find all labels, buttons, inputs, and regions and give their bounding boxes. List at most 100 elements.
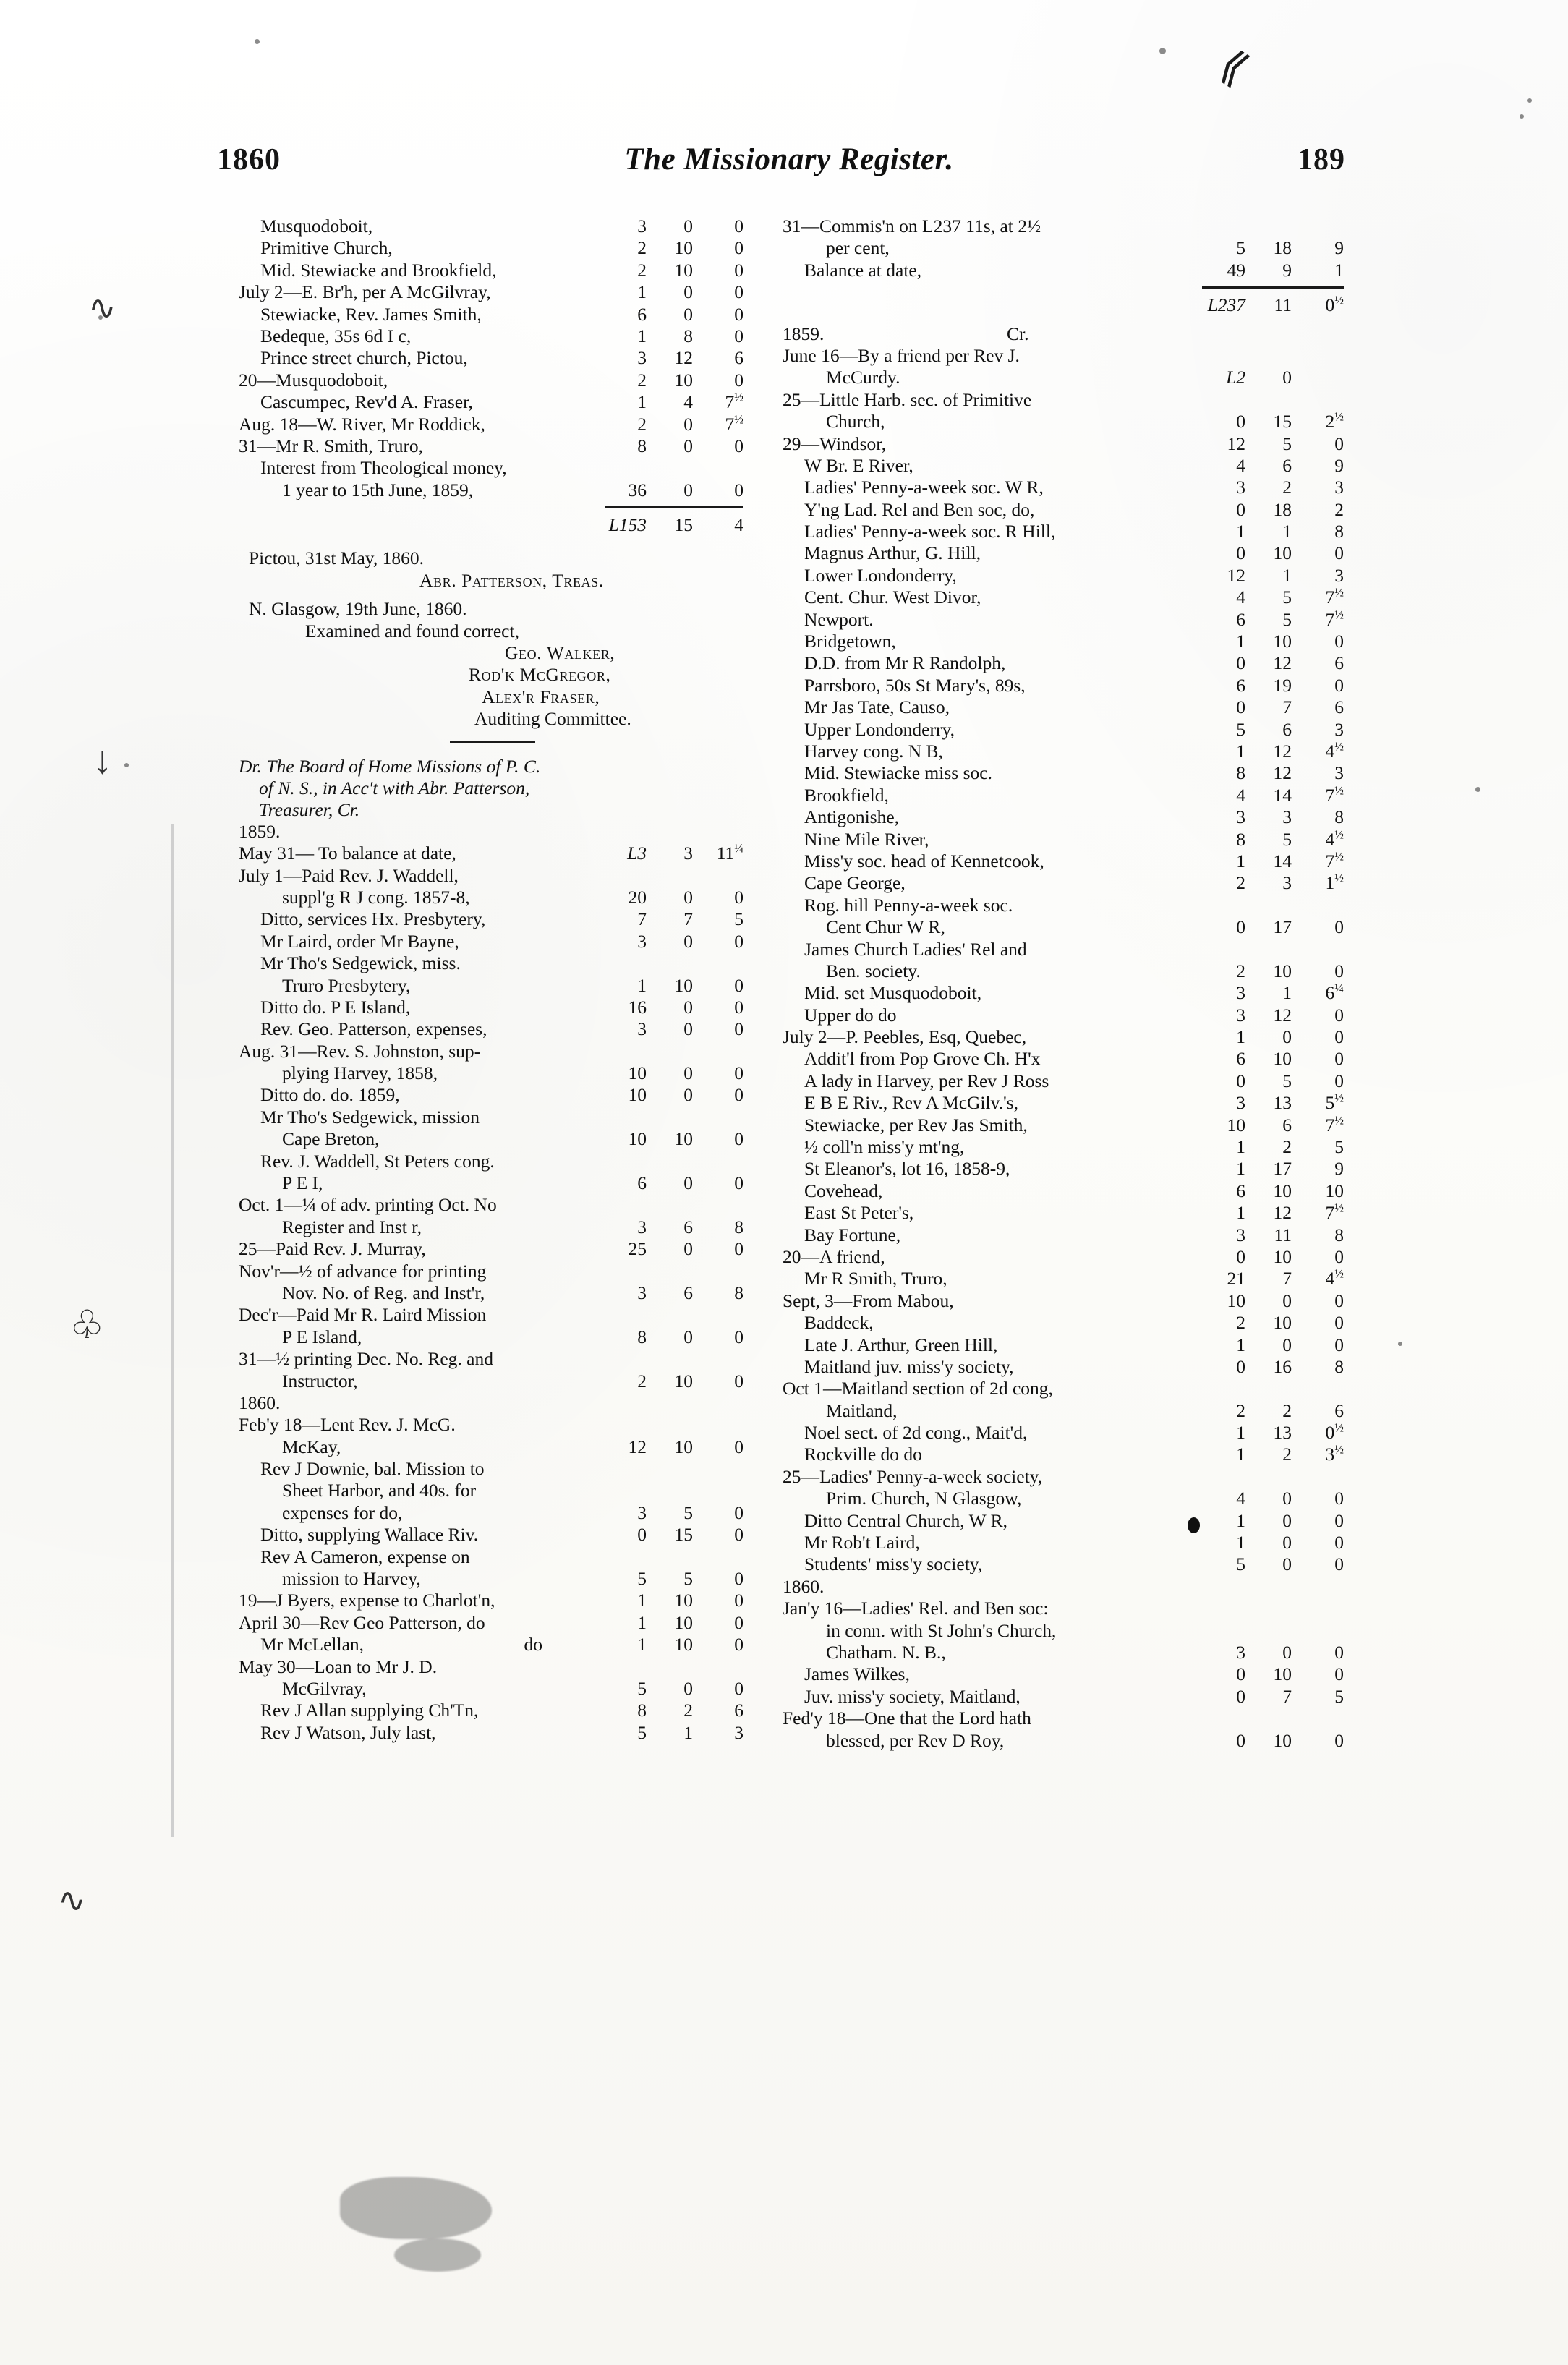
amount-shillings: 0 [1282,1488,1292,1509]
ledger-entry-label: Mr Jas Tate, Causo, [804,696,950,718]
scan-speckle [1475,787,1480,792]
amount-shillings: 10 [674,369,694,391]
ledger-entry-row: Church, 0 15 2½ [783,411,1354,432]
amount-pounds: 3 [1236,1092,1245,1114]
amount-shillings: 10 [674,1611,694,1633]
audit-place-date: N. Glasgow, 19th June, 1860. [249,598,467,620]
ledger-entry-label: 31—Mr R. Smith, Truro, [239,435,424,456]
ledger-entry-row: in conn. with St John's Church, [783,1620,1354,1642]
ledger-entry-row: Ditto Central Church, W R, 1 0 0 [783,1510,1354,1532]
ledger-entry-row: per cent, 5 18 9 [783,237,1354,259]
amount-pence: 0 [734,479,743,500]
amount-shillings: 12 [1273,1004,1292,1026]
ledger-entry-row: Brookfield, 4 14 7½ [783,784,1354,806]
amount-pounds: 2 [1236,1399,1245,1421]
scan-speckle [1527,98,1532,103]
ledger-entry-label: Cent Chur W R, [826,916,945,938]
ledger-entry-label: Addit'l from Pop Grove Ch. H'x [804,1048,1041,1070]
ledger-entry-label: D.D. from Mr R Randolph, [804,652,1006,674]
amount-fraction: ½ [1334,871,1344,885]
ledger-entry-label: Rev J Allan supplying Ch'Tn, [260,1700,479,1721]
ledger-entry-label: McKay, [282,1436,341,1457]
amount-pounds: 0 [1236,1663,1245,1685]
ledger-entry-label: Cape Breton, [282,1128,380,1150]
ledger-entry-row: 31—Mr R. Smith, Truro, 8 0 0 [239,435,759,457]
margin-artifact: ↓ [93,738,112,782]
account-heading-line: Dr. The Board of Home Missions of P. C. [239,755,541,777]
amount-pounds: 10 [1227,1114,1246,1135]
amount-pounds: 0 [1236,1245,1245,1267]
ledger-entry-row: Instructor, 2 10 0 [239,1371,759,1392]
amount-pence: 0 [1334,1048,1344,1070]
amount-pounds: 1 [1236,1202,1245,1224]
ledger-entry-label: Ditto do. P E Island, [260,996,411,1018]
amount-fraction: ½ [1334,608,1344,622]
ledger-entry-row: Sept, 3—From Mabou, 10 0 0 [783,1290,1354,1312]
ledger-entry-label: Nov. No. of Reg. and Inst'r, [282,1282,485,1303]
amount-pounds: 1 [637,1634,647,1656]
amount-pounds: 12 [1227,432,1246,454]
amount-pounds: 3 [637,1216,647,1237]
auditing-committee-label: Auditing Committee. [474,708,631,730]
ledger-entry-label: Stewiacke, per Rev Jas Smith, [804,1114,1028,1135]
amount-shillings: 0 [683,1238,693,1260]
amount-shillings: 12 [1273,1202,1292,1224]
ledger-entry-label: McCurdy. [826,367,900,388]
amount-pounds: 3 [1236,1642,1245,1663]
amount-pounds: 3 [1236,806,1245,828]
amount-shillings: 0 [1282,1532,1292,1554]
amount-pence: 0½ [1325,1420,1345,1444]
amount-pounds: 12 [628,1436,647,1457]
ledger-entry-row: Mr Rob't Laird, 1 0 0 [783,1532,1354,1554]
ledger-entry-label: James Wilkes, [804,1663,910,1685]
ledger-entry-row: Maitland juv. miss'y society, 0 16 8 [783,1356,1354,1378]
amount-shillings: 0 [683,1062,693,1084]
amount-pence: 6 [734,347,743,369]
amount-pence: 0 [1334,674,1344,696]
ledger-entry-row: Aug. 18—W. River, Mr Roddick, 2 0 7½ [239,413,759,435]
amount-pence: 0 [734,369,743,391]
ledger-entry-row: Mr McLellan, do 1 10 0 [239,1634,759,1656]
amount-pence: 0 [734,996,743,1018]
amount-pence: 11¼ [716,841,743,864]
right-column: 31—Commis'n on L237 11s, at 2½ per cent, 5… [783,216,1354,1752]
ledger-entry-label: Upper Londonderry, [804,718,955,740]
amount-shillings: 10 [674,974,694,996]
amount-pounds: 0 [1236,542,1245,564]
total-shillings: 15 [674,514,694,536]
amount-shillings: 5 [1282,432,1292,454]
ledger-entry-row: Aug. 31—Rev. S. Johnston, sup- [239,1041,759,1062]
ledger-entry-row: expenses for do, 3 5 0 [239,1502,759,1524]
ledger-entry-row: Harvey cong. N B, 1 12 4½ [783,740,1354,762]
amount-pence: 0 [734,1501,743,1523]
amount-pence: 0 [1334,1334,1344,1355]
scan-speckle [98,315,103,320]
amount-pence: 5 [1334,1136,1344,1158]
amount-pounds: 1 [637,325,647,346]
amount-pence: 7½ [1325,608,1345,630]
amount-shillings: 13 [1273,1092,1292,1114]
amount-pence: 0 [1334,542,1344,564]
ledger-entry-row: July 2—E. Br'h, per A McGilvray, 1 0 0 [239,281,759,303]
total-rule [239,501,759,514]
ledger-entry-row: Ditto do. do. 1859, 10 0 0 [239,1084,759,1106]
amount-pence: 0 [734,1128,743,1150]
amount-shillings: 0 [683,930,693,952]
amount-pounds: 2 [1236,872,1245,894]
ledger-entry-label: July 2—P. Peebles, Esq, Quebec, [783,1026,1027,1048]
ledger-entry-label: Harvey cong. N B, [804,740,943,762]
amount-shillings: 2 [1282,1399,1292,1421]
amount-pence: 8 [1334,521,1344,542]
amount-fraction: ½ [1334,1266,1344,1281]
signature-place-date: Pictou, 31st May, 1860. [249,547,425,569]
amount-pence: 0 [734,1018,743,1040]
ledger-entry-label: per cent, [826,237,890,259]
amount-shillings: 10 [674,1370,694,1392]
ledger-entry-row: Maitland, 2 2 6 [783,1400,1354,1422]
ledger-entry-row: Addit'l from Pop Grove Ch. H'x 6 10 0 [783,1048,1354,1070]
ledger-entry-row: Oct. 1—¼ of adv. printing Oct. No [239,1194,759,1216]
margin-artifact: ∿ [58,1882,86,1919]
ledger-entry-label: Parrsboro, 50s St Mary's, 89s, [804,674,1026,696]
amount-shillings: 0 [683,1084,693,1106]
amount-pence: 0 [734,1326,743,1347]
